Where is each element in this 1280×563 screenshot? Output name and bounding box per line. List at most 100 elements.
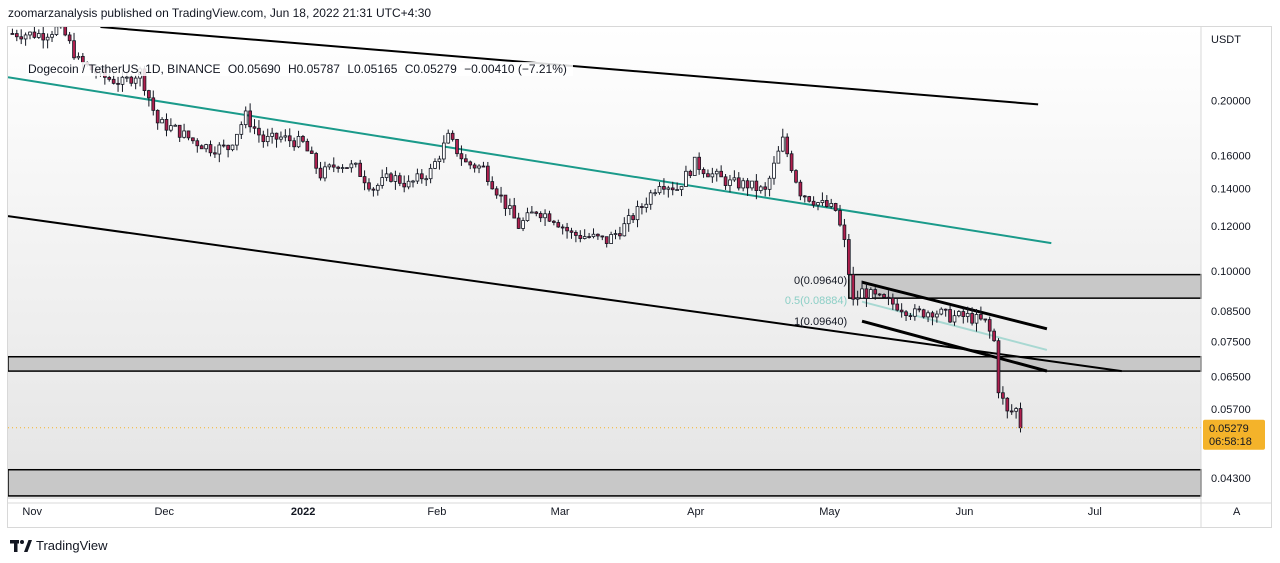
candle-body <box>714 170 719 175</box>
candle-body <box>873 289 878 295</box>
candle-body <box>521 220 525 229</box>
candle-body <box>1018 408 1023 429</box>
candle-body <box>666 187 671 190</box>
chart-frame[interactable]: 0(0.09640) 0.5(0.08884) 1(0.09640) USDT 0.2… <box>7 26 1272 528</box>
candle-body <box>794 170 798 183</box>
candle-body <box>455 138 459 155</box>
price-tick-label: 0.05700 <box>1211 404 1251 416</box>
candle-body <box>648 192 653 205</box>
time-tick-label: 2022 <box>291 506 315 518</box>
candle-body <box>116 82 120 85</box>
candle-body <box>979 314 983 320</box>
candle-body <box>494 188 499 196</box>
candle-body <box>772 162 776 179</box>
price-tick-label: 0.12000 <box>1211 221 1251 233</box>
candle-body <box>336 166 340 169</box>
legend-close: C0.05279 <box>404 62 457 76</box>
publisher-header: zoomarzanalysis published on TradingView… <box>8 6 432 20</box>
candle-body <box>569 230 574 233</box>
candle-body <box>587 236 591 238</box>
time-tick-label: Dec <box>154 506 174 518</box>
candle-body <box>63 27 68 36</box>
candle-body <box>72 40 76 59</box>
candle-body <box>309 150 314 154</box>
candle-body <box>763 186 768 190</box>
candle-body <box>556 222 561 228</box>
legend-symbol: Dogecoin / TetherUS, 1D, BINANCE <box>28 62 221 76</box>
candle-body <box>292 140 296 148</box>
time-tick-label: Mar <box>551 506 570 518</box>
candle-body <box>252 126 257 129</box>
candle-body <box>948 309 952 323</box>
candle-body <box>618 233 622 237</box>
candle-body <box>76 56 81 59</box>
candle-body <box>45 36 50 41</box>
candle-body <box>741 180 746 189</box>
candle-body <box>609 234 613 244</box>
candle-body <box>525 212 530 221</box>
candle-body <box>28 31 32 36</box>
candle-body <box>882 294 886 298</box>
candle-body <box>631 215 635 221</box>
candle-body <box>402 182 407 188</box>
candle-body <box>173 124 178 127</box>
candle-body <box>208 144 213 154</box>
candle-body <box>362 176 367 184</box>
candle-body <box>679 186 684 190</box>
candle-body <box>270 132 274 137</box>
candle-body <box>243 110 248 126</box>
candle-body <box>67 34 72 42</box>
candle-body <box>552 220 556 223</box>
price-tick-label: 0.10000 <box>1211 266 1251 278</box>
candle-body <box>728 179 732 186</box>
candle-body <box>855 297 860 300</box>
candle-body <box>419 173 424 180</box>
candle-body <box>961 311 966 317</box>
candle-body <box>468 161 473 166</box>
price-tick-label: 0.04300 <box>1211 473 1251 485</box>
time-tick-label: May <box>819 506 840 518</box>
candle-body <box>574 231 578 236</box>
legend-low: L0.05165 <box>347 62 398 76</box>
candle-body <box>345 167 349 169</box>
candle-body <box>437 158 442 162</box>
chart-svg[interactable]: 0(0.09640) 0.5(0.08884) 1(0.09640) USDT 0.2… <box>8 27 1271 527</box>
candle-body <box>14 33 19 38</box>
candle-body <box>353 162 358 165</box>
candle-body <box>204 144 208 150</box>
candle-body <box>877 293 882 296</box>
candle-body <box>996 340 1001 394</box>
candle-body <box>428 167 433 180</box>
candle-body <box>389 173 393 182</box>
candle-body <box>314 153 318 169</box>
candle-body <box>688 170 693 176</box>
candle-body <box>375 184 380 191</box>
candle-body <box>851 274 856 300</box>
candle-body <box>177 124 182 138</box>
candle-body <box>411 180 415 183</box>
candle-body <box>301 136 305 142</box>
channel-line-0 <box>861 280 1048 331</box>
plot-background <box>8 27 1201 499</box>
candle-body <box>248 110 252 128</box>
candle-body <box>780 136 785 152</box>
time-tick-label: Feb <box>427 506 446 518</box>
candle-body <box>622 223 627 237</box>
candle-body <box>191 137 195 142</box>
candle-body <box>758 186 763 191</box>
candle-body <box>913 308 917 317</box>
time-tick-label: Jul <box>1088 506 1102 518</box>
candle-body <box>499 194 503 197</box>
candle-body <box>842 224 847 240</box>
candle-body <box>789 153 794 171</box>
candle-body <box>380 177 385 186</box>
candle-body <box>133 77 138 84</box>
symbol-legend: Dogecoin / TetherUS, 1D, BINANCE O0.0569… <box>26 62 573 76</box>
footer-brand[interactable]: TradingView <box>10 538 108 553</box>
price-tick-label: 0.14000 <box>1211 183 1251 195</box>
candle-body <box>450 132 455 140</box>
trendline-1 <box>8 76 1052 245</box>
candle-body <box>798 181 803 197</box>
candle-body <box>23 34 28 40</box>
last-price-badge <box>1203 419 1265 450</box>
